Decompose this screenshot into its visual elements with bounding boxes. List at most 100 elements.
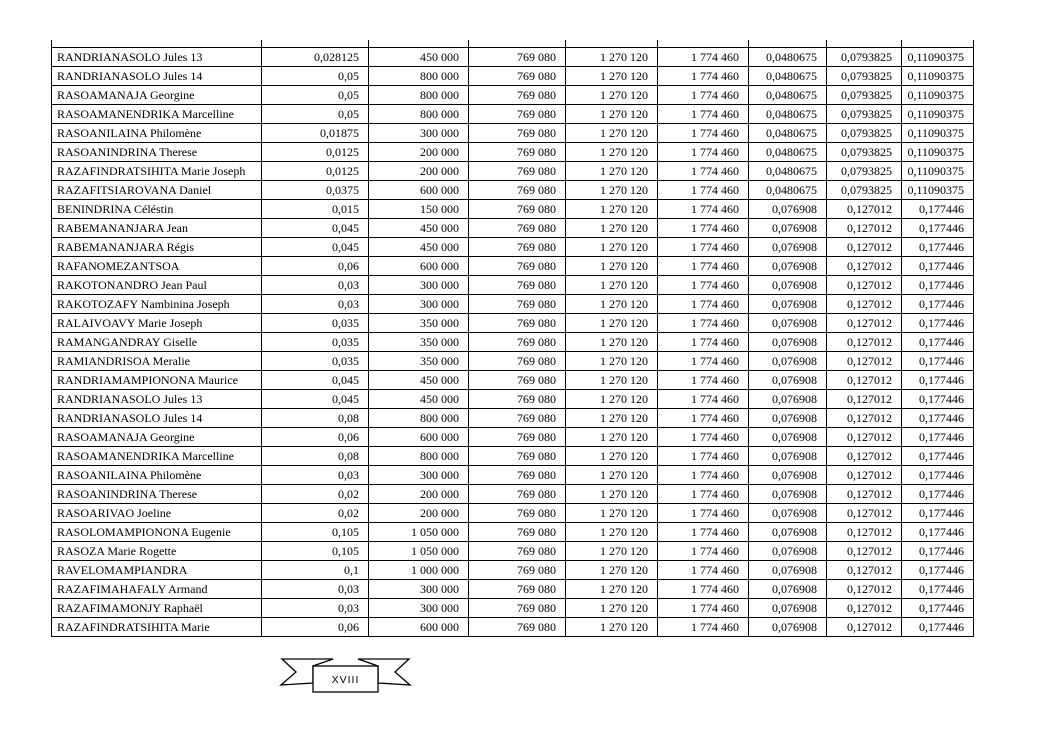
value-cell: 150 000: [368, 199, 469, 219]
continuation-stub-line: [901, 40, 902, 47]
value-cell: 0,127012: [826, 294, 902, 314]
value-cell: 769 080: [468, 617, 566, 637]
value-cell: 0,105: [261, 522, 369, 542]
value-cell: 1 050 000: [368, 541, 469, 561]
value-cell: 0,127012: [826, 465, 902, 485]
value-cell: 1 774 460: [657, 85, 749, 105]
value-cell: 0,076908: [748, 522, 827, 542]
name-cell: RAKOTONANDRO Jean Paul: [51, 275, 262, 295]
value-cell: 0,076908: [748, 503, 827, 523]
value-cell: 1 774 460: [657, 142, 749, 162]
value-cell: 769 080: [468, 332, 566, 352]
value-cell: 0,076908: [748, 275, 827, 295]
value-cell: 0,076908: [748, 256, 827, 276]
name-cell: RASOANINDRINA Therese: [51, 484, 262, 504]
value-cell: 0,11090375: [901, 123, 974, 143]
name-cell: RASOZA Marie Rogette: [51, 541, 262, 561]
value-cell: 1 270 120: [565, 256, 658, 276]
value-cell: 769 080: [468, 142, 566, 162]
name-cell: RANDRIAMAMPIONONA Maurice: [51, 370, 262, 390]
value-cell: 0,076908: [748, 294, 827, 314]
table-row: RASOAMANENDRIKA Marcelline 0,05 800 000 769…: [51, 104, 974, 124]
value-cell: 0,076908: [748, 237, 827, 257]
value-cell: 0,0793825: [826, 47, 902, 67]
name-cell: RASOAMANAJA Georgine: [51, 85, 262, 105]
value-cell: 600 000: [368, 617, 469, 637]
value-cell: 200 000: [368, 484, 469, 504]
name-cell: RANDRIANASOLO Jules 14: [51, 66, 262, 86]
value-cell: 1 774 460: [657, 47, 749, 67]
value-cell: 1 774 460: [657, 66, 749, 86]
value-cell: 1 270 120: [565, 142, 658, 162]
table-row: RAKOTOZAFY Nambinina Joseph 0,03 300 000 76…: [51, 294, 974, 314]
value-cell: 0,177446: [901, 427, 974, 447]
value-cell: 0,0480675: [748, 142, 827, 162]
value-cell: 0,127012: [826, 256, 902, 276]
value-cell: 0,105: [261, 541, 369, 561]
table-row: RABEMANANJARA Régis 0,045 450 000 769 080 1 …: [51, 237, 974, 257]
value-cell: 769 080: [468, 180, 566, 200]
value-cell: 800 000: [368, 85, 469, 105]
value-cell: 769 080: [468, 465, 566, 485]
name-cell: RAFANOMEZANTSOA: [51, 256, 262, 276]
value-cell: 1 774 460: [657, 522, 749, 542]
value-cell: 450 000: [368, 237, 469, 257]
value-cell: 800 000: [368, 446, 469, 466]
value-cell: 1 270 120: [565, 522, 658, 542]
value-cell: 0,01875: [261, 123, 369, 143]
value-cell: 0,076908: [748, 446, 827, 466]
value-cell: 1 774 460: [657, 408, 749, 428]
name-cell: RASOAMANENDRIKA Marcelline: [51, 104, 262, 124]
table-row: RASOANINDRINA Therese 0,0125 200 000 769 08…: [51, 142, 974, 162]
table-row: RAZAFINDRATSIHITA Marie 0,06 600 000 769 08…: [51, 617, 974, 637]
table-row: RASOZA Marie Rogette 0,105 1 050 000 769 08…: [51, 541, 974, 561]
value-cell: 769 080: [468, 123, 566, 143]
name-cell: RASOANINDRINA Therese: [51, 142, 262, 162]
value-cell: 300 000: [368, 275, 469, 295]
name-cell: RASOANILAINA Philomène: [51, 123, 262, 143]
value-cell: 1 270 120: [565, 446, 658, 466]
value-cell: 1 270 120: [565, 66, 658, 86]
value-cell: 1 774 460: [657, 104, 749, 124]
value-cell: 0,076908: [748, 389, 827, 409]
value-cell: 0,127012: [826, 332, 902, 352]
value-cell: 769 080: [468, 237, 566, 257]
value-cell: 0,127012: [826, 503, 902, 523]
value-cell: 0,177446: [901, 237, 974, 257]
name-cell: RASOANILAINA Philomène: [51, 465, 262, 485]
value-cell: 0,127012: [826, 427, 902, 447]
value-cell: 0,177446: [901, 446, 974, 466]
value-cell: 800 000: [368, 104, 469, 124]
value-cell: 0,177446: [901, 351, 974, 371]
table-container: RANDRIANASOLO Jules 13 0,028125 450 000 769…: [51, 40, 974, 637]
value-cell: 0,0480675: [748, 180, 827, 200]
value-cell: 1 774 460: [657, 560, 749, 580]
table-row: RANDRIANASOLO Jules 13 0,045 450 000 769 08…: [51, 389, 974, 409]
value-cell: 300 000: [368, 123, 469, 143]
value-cell: 0,127012: [826, 484, 902, 504]
value-cell: 1 270 120: [565, 560, 658, 580]
value-cell: 0,045: [261, 237, 369, 257]
table-row: RABEMANANJARA Jean 0,045 450 000 769 080 1 2…: [51, 218, 974, 238]
value-cell: 769 080: [468, 313, 566, 333]
value-cell: 1 270 120: [565, 389, 658, 409]
name-cell: RANDRIANASOLO Jules 13: [51, 47, 262, 67]
name-cell: RABEMANANJARA Jean: [51, 218, 262, 238]
value-cell: 0,127012: [826, 579, 902, 599]
value-cell: 200 000: [368, 161, 469, 181]
value-cell: 769 080: [468, 66, 566, 86]
value-cell: 0,127012: [826, 541, 902, 561]
value-cell: 1 270 120: [565, 85, 658, 105]
value-cell: 0,02: [261, 503, 369, 523]
value-cell: 1 270 120: [565, 598, 658, 618]
value-cell: 0,127012: [826, 199, 902, 219]
value-cell: 1 270 120: [565, 237, 658, 257]
value-cell: 0,177446: [901, 617, 974, 637]
value-cell: 1 270 120: [565, 294, 658, 314]
table-row: RANDRIANASOLO Jules 14 0,08 800 000 769 080…: [51, 408, 974, 428]
value-cell: 350 000: [368, 351, 469, 371]
name-cell: RALAIVOAVY Marie Joseph: [51, 313, 262, 333]
value-cell: 300 000: [368, 598, 469, 618]
value-cell: 0,127012: [826, 522, 902, 542]
